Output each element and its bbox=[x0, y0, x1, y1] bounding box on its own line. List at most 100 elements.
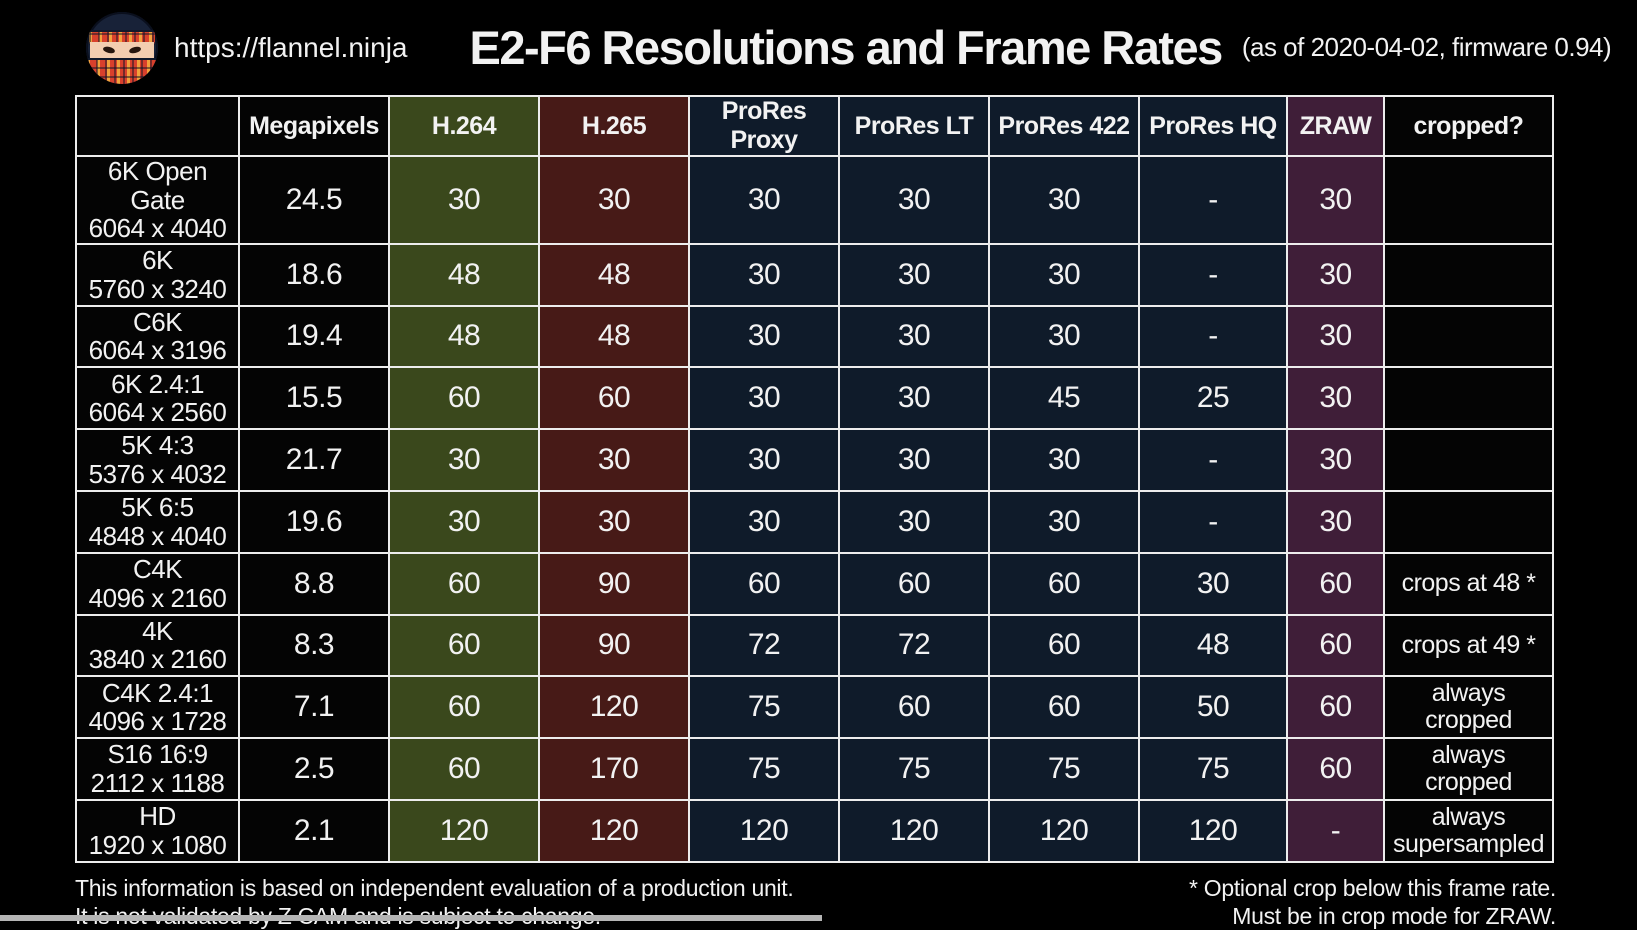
column-header-cropped: cropped? bbox=[1383, 95, 1554, 157]
cell-cropped: crops at 48 * bbox=[1383, 551, 1554, 616]
cell-prores_lt: 30 bbox=[838, 304, 990, 369]
format-name: HD bbox=[139, 801, 176, 832]
cell-prores_lt: 30 bbox=[838, 366, 990, 431]
cell-h264: 60 bbox=[388, 551, 540, 616]
cell-h265: 48 bbox=[538, 242, 690, 307]
cell-zraw: 30 bbox=[1286, 304, 1385, 369]
format-name: 5K 4:3 bbox=[121, 430, 194, 461]
cell-h265: 30 bbox=[538, 489, 690, 554]
table-row: C6K 6064 x 3196 19.4 48 48 30 30 30-30 bbox=[75, 304, 1554, 369]
column-header-h264: H.264 bbox=[388, 95, 540, 157]
column-header-prores_422: ProRes 422 bbox=[988, 95, 1140, 157]
cell-h265: 48 bbox=[538, 304, 690, 369]
format-resolution: 6064 x 4040 bbox=[88, 213, 227, 244]
cell-prores_lt: 60 bbox=[838, 551, 990, 616]
cell-prores_proxy: 30 bbox=[688, 428, 840, 492]
frame-rate-table: Megapixels H.264 H.265 ProRes Proxy ProRes L… bbox=[75, 95, 1554, 863]
cell-h264: 48 bbox=[388, 304, 540, 369]
cell-zraw: 30 bbox=[1286, 489, 1385, 554]
format-name: 6K 2.4:1 bbox=[111, 368, 204, 399]
cell-prores_proxy: 75 bbox=[688, 737, 840, 801]
format-label: 4K 3840 x 2160 bbox=[75, 613, 240, 678]
cell-prores_proxy: 72 bbox=[688, 613, 840, 678]
cell-prores_lt: 30 bbox=[838, 489, 990, 554]
cell-megapixels: 7.1 bbox=[238, 675, 390, 740]
cell-cropped: crops at 49 * bbox=[1383, 613, 1554, 678]
cell-prores_lt: 75 bbox=[838, 737, 990, 801]
format-label: C6K 6064 x 3196 bbox=[75, 304, 240, 369]
format-name: C6K bbox=[132, 306, 183, 337]
ninja-face bbox=[90, 42, 154, 58]
cell-megapixels: 2.1 bbox=[238, 798, 390, 863]
column-header-zraw: ZRAW bbox=[1286, 95, 1385, 157]
cell-zraw: 30 bbox=[1286, 428, 1385, 492]
footnote-line-2: Must be in crop mode for ZRAW. bbox=[1232, 902, 1556, 929]
title-subtitle: (as of 2020-04-02, firmware 0.94) bbox=[1241, 32, 1612, 62]
cell-prores_lt: 60 bbox=[838, 675, 990, 740]
ninja-avatar-icon bbox=[86, 11, 158, 84]
cell-h264: 60 bbox=[388, 613, 540, 678]
site-url-link[interactable]: https://flannel.ninja bbox=[174, 31, 408, 63]
cell-prores_lt: 30 bbox=[838, 428, 990, 492]
cell-prores_proxy: 30 bbox=[688, 155, 840, 245]
footnote-line-1: * Optional crop below this frame rate. bbox=[1189, 874, 1556, 901]
cell-cropped bbox=[1383, 489, 1554, 554]
cell-prores_422: 30 bbox=[988, 304, 1140, 369]
cell-h265: 90 bbox=[538, 551, 690, 616]
cell-h264: 60 bbox=[388, 737, 540, 801]
cell-h264: 30 bbox=[388, 428, 540, 492]
table-row: 5K 4:3 5376 x 4032 21.7 30 30 30 30 30-30 bbox=[75, 428, 1554, 492]
cell-h265: 120 bbox=[538, 798, 690, 863]
cell-h264: 30 bbox=[388, 155, 540, 245]
format-label: 6K 5760 x 3240 bbox=[75, 242, 240, 307]
cell-cropped: always cropped bbox=[1383, 675, 1554, 740]
format-label: 5K 4:3 5376 x 4032 bbox=[75, 428, 240, 492]
cell-prores_422: 30 bbox=[988, 242, 1140, 307]
cell-zraw: 30 bbox=[1286, 155, 1385, 245]
cell-cropped bbox=[1383, 155, 1554, 245]
disclaimer-line-1: This information is based on independent… bbox=[75, 874, 794, 901]
cell-h265: 170 bbox=[538, 737, 690, 801]
format-resolution: 4096 x 1728 bbox=[88, 706, 227, 737]
cell-megapixels: 8.3 bbox=[238, 613, 390, 678]
cell-cropped: always supersampled bbox=[1383, 798, 1554, 863]
format-name: S16 16:9 bbox=[107, 739, 208, 770]
column-header-label bbox=[75, 95, 240, 157]
cell-zraw: 60 bbox=[1286, 613, 1385, 678]
cell-zraw: 30 bbox=[1286, 366, 1385, 431]
cell-prores_lt: 30 bbox=[838, 242, 990, 307]
page-title: E2-F6 Resolutions and Frame Rates bbox=[469, 21, 1224, 74]
format-name: 6K bbox=[142, 245, 173, 276]
cell-prores_422: 60 bbox=[988, 613, 1140, 678]
table-row: 6K Open Gate 6064 x 4040 24.5 30 30 30 30 30-30 bbox=[75, 155, 1554, 245]
format-resolution: 4096 x 2160 bbox=[88, 582, 227, 613]
table-header-row: Megapixels H.264 H.265 ProRes Proxy ProRes L… bbox=[75, 95, 1554, 157]
column-header-prores_lt: ProRes LT bbox=[838, 95, 990, 157]
table-row: 5K 6:5 4848 x 4040 19.6 30 30 30 30 30-30 bbox=[75, 489, 1554, 554]
cell-h264: 48 bbox=[388, 242, 540, 307]
format-label: C4K 2.4:1 4096 x 1728 bbox=[75, 675, 240, 740]
cell-prores_hq: 30 bbox=[1138, 551, 1288, 616]
cell-prores_proxy: 75 bbox=[688, 675, 840, 740]
cell-megapixels: 19.6 bbox=[238, 489, 390, 554]
cell-megapixels: 19.4 bbox=[238, 304, 390, 369]
cell-prores_hq: 75 bbox=[1138, 737, 1288, 801]
format-label: 6K Open Gate 6064 x 4040 bbox=[75, 155, 240, 245]
cell-megapixels: 8.8 bbox=[238, 551, 390, 616]
format-name: C4K bbox=[132, 554, 183, 585]
cell-prores_hq: 25 bbox=[1138, 366, 1288, 431]
cell-megapixels: 15.5 bbox=[238, 366, 390, 431]
cell-zraw: 60 bbox=[1286, 737, 1385, 801]
cell-h264: 120 bbox=[388, 798, 540, 863]
cell-zraw: 30 bbox=[1286, 242, 1385, 307]
bottom-edge-bar bbox=[0, 915, 822, 921]
cell-prores_422: 30 bbox=[988, 155, 1140, 245]
cell-prores_422: 45 bbox=[988, 366, 1140, 431]
cell-prores_hq: - bbox=[1138, 242, 1288, 307]
page-footer: This information is based on independent… bbox=[75, 874, 1556, 930]
cell-megapixels: 21.7 bbox=[238, 428, 390, 492]
cell-prores_proxy: 30 bbox=[688, 242, 840, 307]
cell-megapixels: 24.5 bbox=[238, 155, 390, 245]
cell-prores_lt: 72 bbox=[838, 613, 990, 678]
